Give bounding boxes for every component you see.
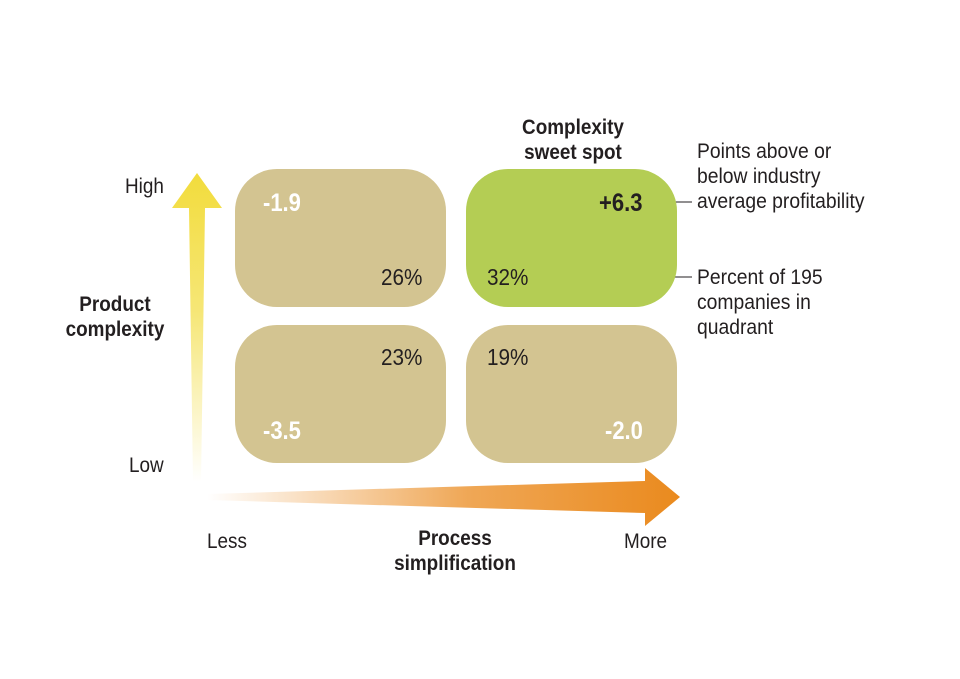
x-axis-more-label: More xyxy=(624,530,668,553)
sweet-spot-line2: sweet spot xyxy=(524,141,622,164)
percent-note-line2: companies in xyxy=(697,291,811,314)
x-axis-title-line2: simplification xyxy=(394,552,516,575)
sweet-spot-heading: Complexity sweet spot xyxy=(483,115,663,165)
quadrant-top-right: +6.3 32% xyxy=(466,169,677,307)
percent-note-line3: quadrant xyxy=(697,316,774,339)
percent-note: Percent of 195 companies in quadrant xyxy=(697,265,834,340)
points-note-line1: Points above or xyxy=(697,140,832,163)
quadrant-bottom-right-percent: 19% xyxy=(487,344,529,370)
quadrant-bottom-right: 19% -2.0 xyxy=(466,325,677,463)
quadrant-bottom-left-percent: 23% xyxy=(381,344,423,370)
points-note: Points above or below industry average p… xyxy=(697,139,879,214)
quadrant-top-left-percent: 26% xyxy=(381,264,423,290)
y-axis-title-line2: complexity xyxy=(65,318,165,341)
quadrant-top-left: -1.9 26% xyxy=(235,169,446,307)
y-axis-title: Product complexity xyxy=(40,292,190,342)
y-axis-high-label: High xyxy=(125,175,164,198)
y-axis-title-line1: Product xyxy=(79,293,151,316)
x-axis-title: Process simplification xyxy=(365,526,545,576)
points-note-line3: average profitability xyxy=(697,190,865,213)
y-axis-arrow xyxy=(172,173,222,482)
percent-note-line1: Percent of 195 xyxy=(697,266,823,289)
quadrant-top-left-value: -1.9 xyxy=(263,189,301,217)
x-axis-arrow xyxy=(207,468,680,526)
x-axis-less-label: Less xyxy=(207,530,247,553)
x-axis-title-line1: Process xyxy=(418,527,492,550)
points-note-line2: below industry xyxy=(697,165,821,188)
sweet-spot-line1: Complexity xyxy=(522,116,624,139)
quadrant-top-right-value: +6.3 xyxy=(599,189,643,217)
quadrant-bottom-left-value: -3.5 xyxy=(263,417,301,445)
quadrant-top-right-percent: 32% xyxy=(487,264,529,290)
y-axis-low-label: Low xyxy=(129,454,164,477)
quadrant-bottom-right-value: -2.0 xyxy=(605,417,643,445)
quadrant-bottom-left: 23% -3.5 xyxy=(235,325,446,463)
